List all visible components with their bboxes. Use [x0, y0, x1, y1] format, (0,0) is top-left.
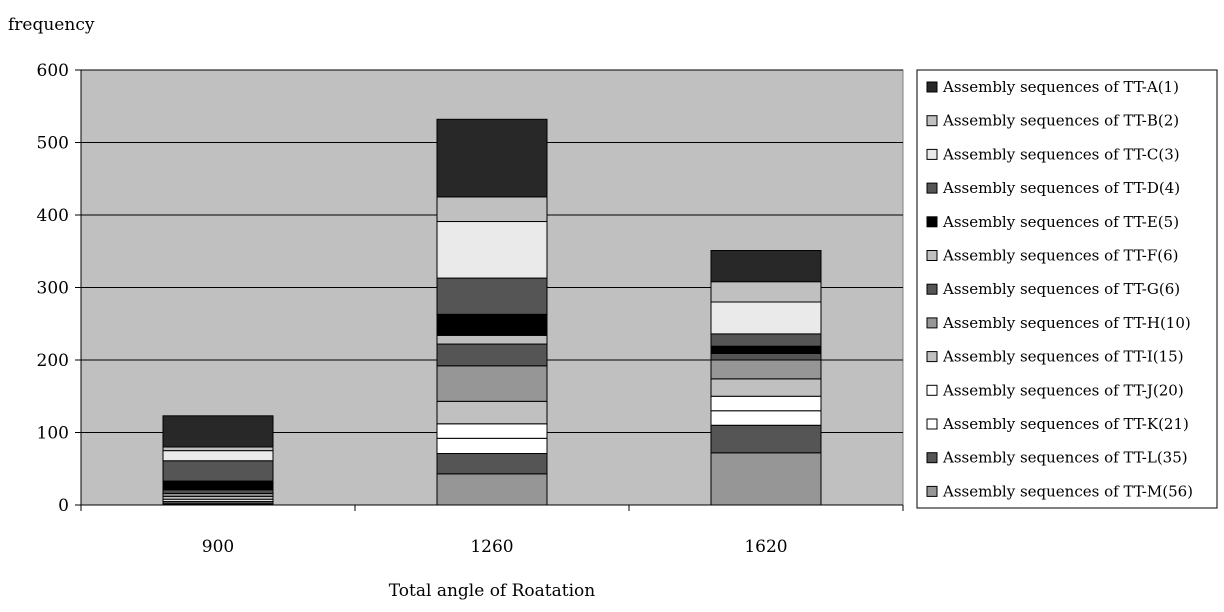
bar-segment — [436, 365, 548, 402]
bar-segment — [710, 378, 822, 397]
bar-segment — [710, 359, 822, 380]
bar-segment — [162, 446, 274, 452]
legend-label: Assembly sequences of TT-L(35) — [942, 449, 1188, 467]
bars — [162, 118, 822, 506]
legend-label: Assembly sequences of TT-A(1) — [942, 78, 1179, 96]
legend-swatch — [926, 351, 938, 363]
legend-label: Assembly sequences of TT-G(6) — [942, 280, 1180, 298]
bar-segment — [436, 437, 548, 455]
bar-segment — [436, 221, 548, 279]
legend-swatch — [926, 452, 938, 464]
bar-segment — [436, 400, 548, 425]
bar-segment — [436, 453, 548, 475]
x-tick-label: 1260 — [470, 537, 513, 557]
bar-segment — [710, 250, 822, 283]
legend-swatch — [926, 317, 938, 329]
legend-swatch — [926, 283, 938, 295]
bar-segment — [436, 313, 548, 336]
legend-label: Assembly sequences of TT-E(5) — [942, 213, 1179, 231]
bar-segment — [710, 410, 822, 426]
legend-swatch — [926, 485, 938, 497]
bar-segment — [436, 343, 548, 367]
legend-label: Assembly sequences of TT-H(10) — [942, 314, 1191, 332]
y-tick-label: 300 — [37, 279, 69, 299]
legend-label: Assembly sequences of TT-I(15) — [942, 348, 1184, 366]
legend-swatch — [926, 216, 938, 228]
legend-label: Assembly sequences of TT-B(2) — [942, 112, 1179, 130]
legend-box — [916, 69, 1218, 509]
bar-segment — [710, 301, 822, 335]
bar-segment — [436, 423, 548, 439]
bar-segment — [710, 281, 822, 303]
legend-label: Assembly sequences of TT-K(21) — [942, 415, 1189, 433]
x-axis-title: Total angle of Roatation — [389, 581, 596, 601]
bar-segment — [162, 415, 274, 448]
legend-swatch — [926, 418, 938, 430]
y-tick-label: 200 — [37, 351, 69, 371]
y-axis-title: frequency — [8, 15, 95, 35]
y-tick-label: 0 — [58, 496, 69, 516]
bar-segment — [162, 460, 274, 482]
bar-segment — [710, 333, 822, 347]
bar-segment — [710, 352, 822, 361]
bar-segment — [436, 334, 548, 345]
legend-label: Assembly sequences of TT-C(3) — [942, 145, 1180, 163]
bar-segment — [162, 450, 274, 462]
y-tick-label: 500 — [37, 134, 69, 154]
bar-segment — [436, 473, 548, 506]
legend-label: Assembly sequences of TT-F(6) — [942, 247, 1179, 265]
x-tick-label: 1620 — [744, 537, 787, 557]
bar-segment — [162, 480, 274, 491]
legend-swatch — [926, 384, 938, 396]
legend: Assembly sequences of TT-A(1) Assembly se… — [916, 69, 1218, 509]
bar-segment — [436, 118, 548, 198]
bar-segment — [436, 277, 548, 315]
legend-swatch — [926, 182, 938, 194]
legend-swatch — [926, 250, 938, 261]
legend-swatch — [926, 81, 938, 93]
bar-segment — [436, 196, 548, 223]
bar-segment — [710, 395, 822, 412]
y-tick-label: 100 — [37, 424, 69, 444]
bar-segment — [710, 424, 822, 454]
legend-swatch — [926, 148, 938, 160]
x-tick-label: 900 — [202, 537, 234, 557]
bar-segment — [162, 489, 274, 494]
bar-segment — [710, 452, 822, 506]
legend-label: Assembly sequences of TT-D(4) — [942, 179, 1180, 197]
axes: 0 100 200 300 400 500 600 900 1260 1620 — [37, 61, 904, 557]
bar-segment — [710, 345, 822, 354]
y-tick-label: 400 — [37, 206, 69, 226]
legend-label: Assembly sequences of TT-J(20) — [942, 381, 1184, 399]
legend-swatch — [926, 115, 938, 127]
y-tick-label: 600 — [37, 61, 69, 81]
legend-label: Assembly sequences of TT-M(56) — [942, 482, 1193, 500]
